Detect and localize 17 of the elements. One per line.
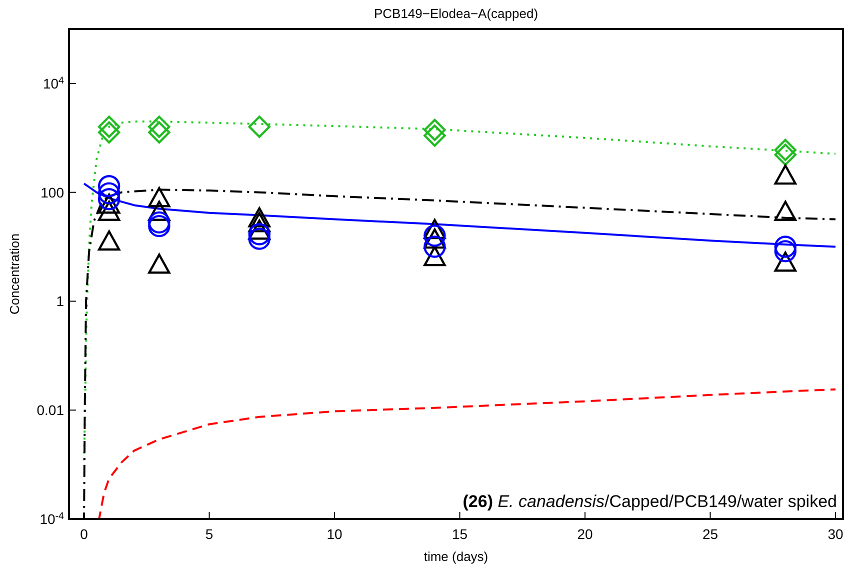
x-tick-label: 15 bbox=[452, 526, 468, 542]
y-tick-label: 100 bbox=[40, 184, 64, 200]
y-tick-label: 0.01 bbox=[36, 402, 64, 418]
x-tick-label: 30 bbox=[828, 526, 844, 542]
y-tick-label: 10$^{-4}$ bbox=[40, 510, 65, 527]
x-tick-label: 25 bbox=[702, 526, 718, 542]
x-tick-label: 10 bbox=[326, 526, 343, 542]
y-tick-label: 10$^{4}$ bbox=[42, 74, 65, 92]
x-tick-label: 20 bbox=[577, 526, 593, 542]
x-axis-title: time (days) bbox=[424, 549, 488, 564]
x-tick-label: 5 bbox=[205, 526, 214, 542]
x-tick-label: 0 bbox=[80, 526, 88, 542]
line-series bbox=[98, 388, 836, 519]
y-tick-label: 1 bbox=[56, 293, 64, 310]
annotation: (26) E. canadensis/Capped/PCB149/water spiked bbox=[462, 492, 837, 511]
chart-title: PCB149−Elodea−A(capped) bbox=[374, 6, 538, 21]
y-axis-title: Concentration bbox=[7, 234, 22, 314]
